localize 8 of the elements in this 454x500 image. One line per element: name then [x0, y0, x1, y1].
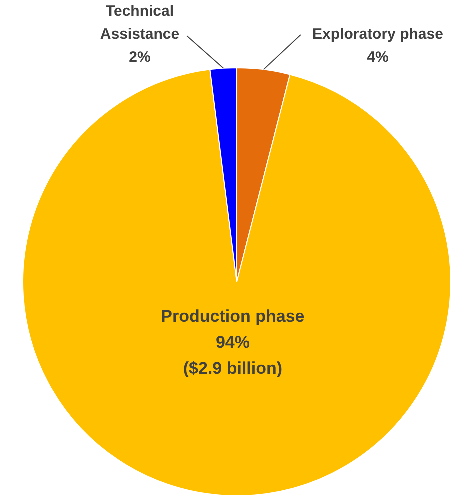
data-label: 94%: [216, 333, 250, 352]
slice-label: Production phase: [161, 307, 305, 326]
slice-label: Exploratory phase: [312, 26, 444, 43]
pie-slice: [22, 69, 452, 496]
text: ($2.9 billion): [183, 359, 283, 378]
slice-label: Technical Assistance: [100, 3, 180, 43]
data-label: 4%: [367, 49, 389, 66]
data-label: 2%: [129, 49, 151, 66]
